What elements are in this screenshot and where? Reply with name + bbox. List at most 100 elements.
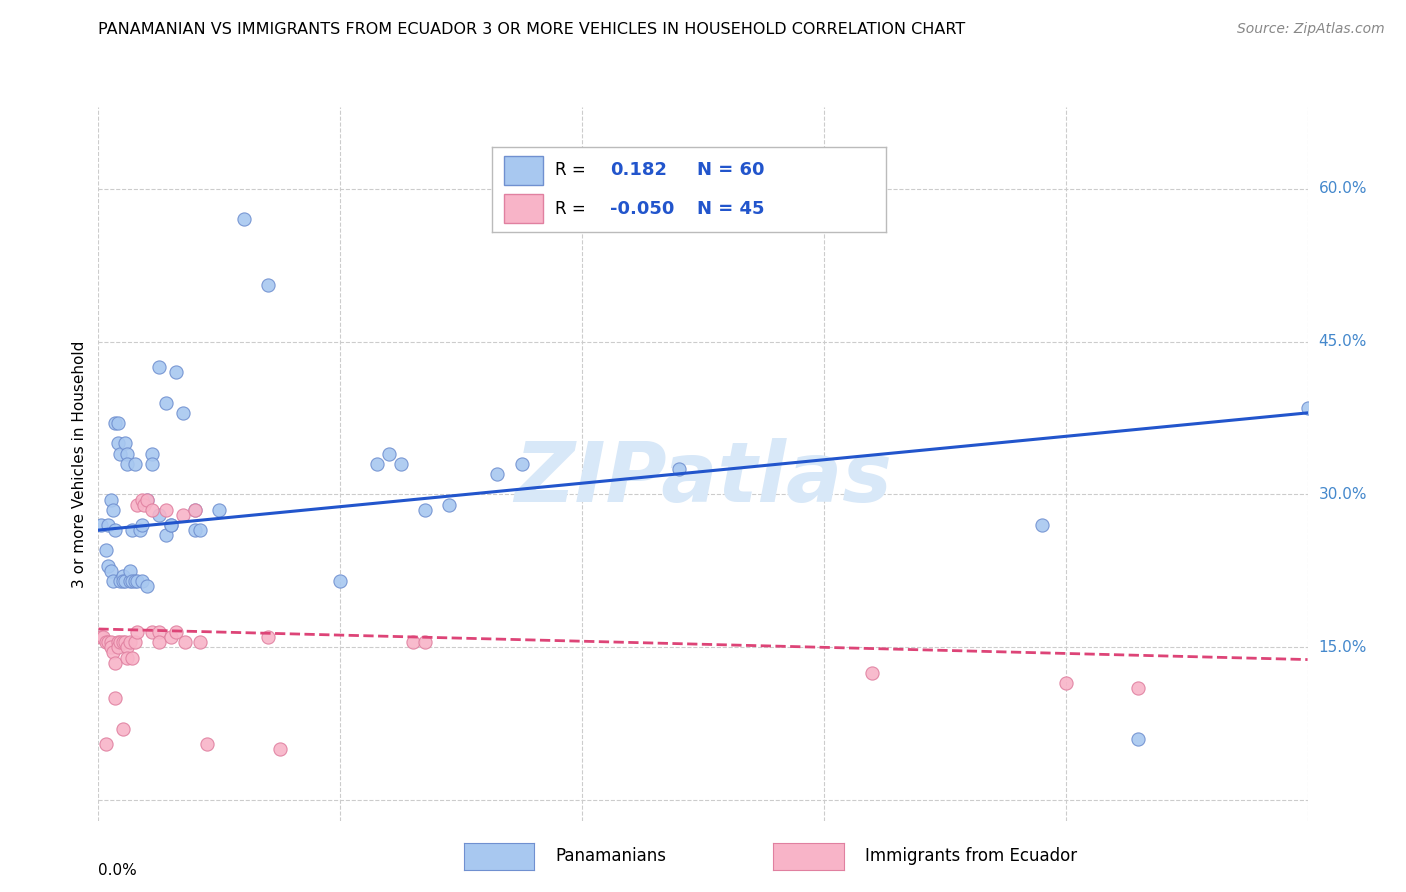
Point (184, 523, 207, 537)
Point (97, 635, 120, 649)
Point (141, 625, 163, 640)
Point (101, 645, 124, 659)
Point (131, 518, 153, 533)
Point (118, 635, 141, 649)
Point (127, 574, 149, 588)
Point (148, 359, 170, 374)
Point (107, 635, 129, 649)
Point (188, 523, 211, 537)
Point (107, 640, 129, 655)
Point (160, 518, 183, 533)
Point (510, 457, 533, 471)
Point (174, 635, 197, 649)
Point (165, 365, 187, 379)
Point (134, 498, 156, 512)
Point (124, 574, 146, 588)
Point (1296, 401, 1319, 415)
Point (100, 492, 122, 507)
Point (108, 447, 131, 461)
Point (256, 630, 278, 644)
Point (114, 574, 136, 588)
Point (124, 457, 146, 471)
Point (121, 574, 143, 588)
Point (101, 502, 124, 516)
Point (402, 635, 425, 649)
Point (124, 635, 146, 649)
Point (413, 635, 436, 649)
Point (127, 625, 149, 640)
Point (1054, 676, 1077, 690)
Point (377, 447, 399, 461)
Point (101, 574, 124, 588)
Text: Immigrants from Ecuador: Immigrants from Ecuador (865, 847, 1077, 865)
Text: Source: ZipAtlas.com: Source: ZipAtlas.com (1237, 22, 1385, 37)
Point (668, 462, 690, 476)
Text: 15.0%: 15.0% (1319, 640, 1367, 655)
Text: 0.182: 0.182 (610, 161, 668, 179)
Point (118, 574, 141, 588)
Point (90, 630, 112, 644)
Point (184, 502, 207, 516)
Point (107, 436, 129, 450)
Point (117, 457, 139, 471)
Point (135, 492, 157, 507)
Point (437, 498, 460, 512)
Point (121, 650, 143, 665)
Point (111, 574, 134, 588)
Point (141, 502, 163, 516)
Text: -0.050: -0.050 (610, 200, 675, 218)
Point (329, 574, 352, 588)
Point (114, 436, 136, 450)
Text: N = 45: N = 45 (697, 200, 765, 218)
Text: R =: R = (555, 161, 602, 179)
Point (160, 518, 183, 533)
Point (172, 508, 194, 522)
Point (148, 625, 170, 640)
Point (155, 528, 177, 542)
Point (114, 635, 136, 649)
FancyBboxPatch shape (503, 155, 543, 186)
Point (111, 722, 134, 736)
Point (141, 447, 163, 461)
Point (366, 457, 388, 471)
Point (141, 457, 163, 471)
Point (94, 543, 117, 558)
Point (100, 564, 122, 578)
Point (1128, 681, 1150, 695)
Text: R =: R = (555, 200, 596, 218)
Point (184, 502, 207, 516)
Point (188, 635, 211, 649)
Text: ZIPatlas: ZIPatlas (515, 438, 891, 518)
Text: 60.0%: 60.0% (1319, 181, 1367, 196)
Point (104, 416, 127, 430)
Point (195, 737, 218, 751)
Point (389, 457, 412, 471)
Point (90, 518, 112, 533)
Point (121, 523, 143, 537)
Text: Panamanians: Panamanians (555, 847, 666, 865)
Point (165, 625, 187, 640)
Point (108, 635, 131, 649)
Point (148, 508, 170, 522)
Point (107, 416, 129, 430)
Point (486, 467, 509, 481)
Point (148, 635, 170, 649)
Point (104, 523, 127, 537)
Point (269, 742, 291, 756)
Point (94, 737, 117, 751)
Point (111, 569, 134, 583)
Text: N = 60: N = 60 (697, 161, 765, 179)
Point (256, 278, 278, 293)
Point (104, 656, 127, 670)
Point (94, 635, 117, 649)
Text: 30.0%: 30.0% (1319, 487, 1367, 502)
Point (172, 406, 194, 420)
Point (131, 492, 153, 507)
Point (1128, 732, 1150, 747)
Point (118, 564, 141, 578)
Point (131, 574, 153, 588)
Point (108, 574, 131, 588)
Point (135, 579, 157, 593)
Point (160, 630, 183, 644)
Point (91, 630, 114, 644)
